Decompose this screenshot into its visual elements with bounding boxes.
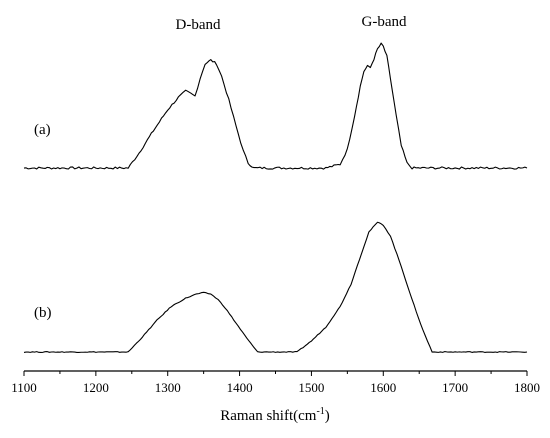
x-tick-label: 1100 bbox=[11, 380, 37, 395]
x-axis-title: Raman shift(cm-1) bbox=[220, 406, 330, 424]
series-label-a: (a) bbox=[34, 122, 51, 138]
annotation-d-band: D-band bbox=[176, 17, 221, 33]
x-tick-label: 1500 bbox=[298, 380, 324, 395]
x-tick-label: 1700 bbox=[442, 380, 468, 395]
series-line-b bbox=[23, 221, 528, 353]
x-tick-label: 1600 bbox=[370, 380, 396, 395]
x-tick-label: 1800 bbox=[514, 380, 540, 395]
x-tick-label: 1300 bbox=[155, 380, 181, 395]
series-label-b: (b) bbox=[34, 305, 52, 321]
x-tick-label: 1400 bbox=[227, 380, 253, 395]
series-line-a bbox=[23, 42, 528, 170]
annotation-g-band: G-band bbox=[362, 14, 407, 30]
x-axis-ticks: 1100 1200 1300 1400 1500 1600 1700 1800 bbox=[11, 371, 540, 395]
x-tick-label: 1200 bbox=[83, 380, 109, 395]
